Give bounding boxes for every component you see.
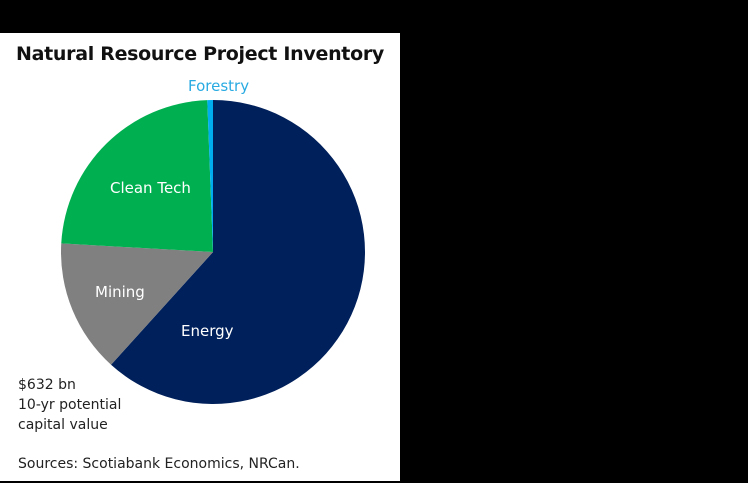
label-clean-tech: Clean Tech <box>110 179 191 197</box>
chart-title: Natural Resource Project Inventory <box>16 43 384 65</box>
pie-slice-energy <box>111 100 366 404</box>
source-note: Sources: Scotiabank Economics, NRCan. <box>18 456 300 472</box>
pie-slice-forestry <box>207 100 213 252</box>
note-line-3: capital value <box>18 417 108 433</box>
total-value-note: $632 bn 10-yr potential capital value <box>18 375 121 435</box>
note-line-2: 10-yr potential <box>18 397 122 413</box>
label-mining: Mining <box>95 283 145 301</box>
pie-slices <box>61 100 366 404</box>
pie-chart <box>61 100 366 404</box>
label-forestry: Forestry <box>188 77 250 95</box>
chart-panel: Natural Resource Project Inventory Fores… <box>0 33 400 481</box>
pie-slice-mining <box>61 243 213 365</box>
pie-slice-clean-tech <box>61 100 213 252</box>
label-energy: Energy <box>181 322 234 340</box>
note-line-1: $632 bn <box>18 377 76 393</box>
